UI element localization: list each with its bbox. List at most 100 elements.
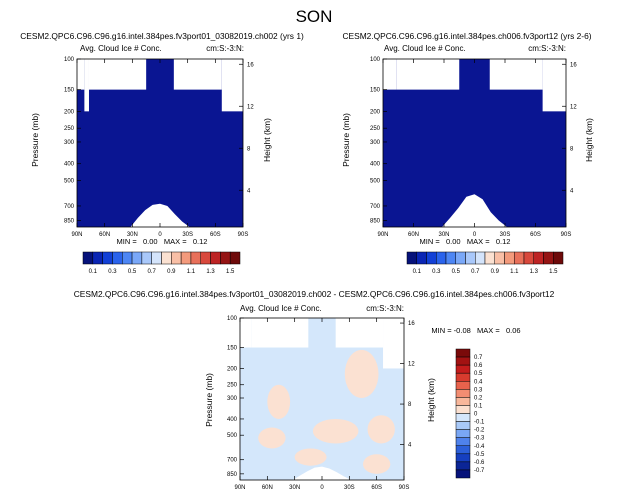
x-tick-label: 30N [289, 485, 300, 491]
colorbar-swatch [122, 251, 133, 265]
y-axis-right-label: Height (km) [262, 118, 272, 162]
colorbar-swatch [151, 251, 162, 265]
y-axis-right-label: Height (km) [426, 378, 436, 422]
y-tick-label: 200 [64, 109, 75, 115]
x-tick-label: 90N [71, 232, 82, 238]
height-tick-label: 4 [408, 443, 412, 449]
colorbar-swatch [455, 469, 471, 479]
y-tick-label: 150 [227, 346, 238, 352]
colorbar-label: 1.1 [187, 269, 196, 275]
y-tick-label: 250 [370, 126, 381, 132]
panel-control: CESM2.QPC6.C96.C96.g16.intel.384pes.fv3p… [20, 31, 304, 246]
colorbar-swatch [465, 251, 476, 265]
positive-anomaly-patch [267, 384, 291, 419]
y-tick-label: 500 [64, 179, 75, 185]
colorbar-label: 0.3 [474, 387, 483, 393]
terrain-mask [442, 194, 507, 227]
x-tick-label: 90N [234, 485, 245, 491]
positive-anomaly-patch [294, 448, 327, 466]
plot-area: 90N 60N 30N 0 30S 60S 90S 100 150 200 250 300 400 500… [64, 57, 254, 238]
colorbar-swatch [533, 251, 544, 265]
colorbar-swatch [455, 389, 471, 398]
colorbar-swatch [455, 251, 466, 265]
panel-subtitle-left: Avg. Cloud Ice # Conc. [240, 304, 322, 313]
colorbar-swatch [514, 251, 525, 265]
colorbar-swatch [406, 251, 417, 265]
y-tick-label: 850 [370, 219, 381, 225]
missing-region [542, 59, 566, 112]
panel-difference: CESM2.QPC6.C96.C96.g16.intel.384pes.fv3p… [74, 289, 555, 491]
colorbar-label: -0.6 [474, 460, 485, 466]
stats-text: MIN = 0.00 MAX = 0.12 [117, 237, 208, 246]
x-tick-label: 60S [371, 485, 382, 491]
colorbar-swatch [455, 348, 471, 358]
colorbar-swatch [455, 421, 471, 430]
colorbar-swatch [426, 251, 437, 265]
colorbar-label: 1.3 [206, 269, 215, 275]
colorbar-label: 0.9 [167, 269, 176, 275]
missing-region [84, 59, 89, 112]
height-tick-label: 4 [247, 188, 251, 194]
y-axis-label: Pressure (mb) [30, 113, 40, 167]
colorbar-swatch [229, 251, 241, 265]
y-tick-label: 150 [64, 88, 75, 94]
colorbar-swatch [436, 251, 447, 265]
y-tick-label: 100 [370, 57, 381, 63]
colorbar-swatch [504, 251, 515, 265]
colorbar-swatch [200, 251, 211, 265]
colorbar-label: 0.4 [474, 379, 483, 385]
colorbar-label: 0.5 [452, 269, 461, 275]
y-tick-label: 700 [370, 204, 381, 210]
colorbar-label: 1.5 [226, 269, 235, 275]
positive-anomaly-patch [367, 415, 395, 444]
x-tick-label: 30S [182, 232, 193, 238]
stats-text: MIN = 0.00 MAX = 0.12 [420, 237, 511, 246]
colorbar-label: 0.3 [432, 269, 441, 275]
colorbar-swatch [455, 405, 471, 414]
colorbar-swatch [455, 397, 471, 406]
x-tick-label: 30N [127, 232, 138, 238]
colorbar-swatch [220, 251, 231, 265]
colorbar-swatch [92, 251, 103, 265]
colorbar-label: 0 [474, 412, 478, 418]
height-tick-label: 4 [570, 188, 574, 194]
panel-title: CESM2.QPC6.C96.C96.g16.intel.384pes.fv3p… [74, 289, 555, 299]
colorbar-swatch [102, 251, 113, 265]
x-tick-label: 30N [438, 232, 449, 238]
colorbar-label: 0.5 [128, 269, 137, 275]
panel-title: CESM2.QPC6.C96.C96.g16.intel.384pes.fv3p… [20, 31, 304, 41]
colorbar-label: -0.2 [474, 428, 485, 434]
colorbar-swatch [475, 251, 486, 265]
x-tick-label: 90S [399, 485, 410, 491]
y-tick-label: 250 [64, 126, 75, 132]
x-tick-label: 60N [262, 485, 273, 491]
y-axis-label: Pressure (mb) [341, 113, 351, 167]
panel-title: CESM2.QPC6.C96.C96.g16.intel.384pes.ch00… [342, 31, 591, 41]
colorbar-label: -0.5 [474, 452, 485, 458]
height-tick-label: 16 [247, 62, 254, 68]
colorbar-label: 0.1 [89, 269, 98, 275]
colorbar-label: 1.5 [549, 269, 558, 275]
colorbar-swatch [543, 251, 554, 265]
colorbar-swatch [494, 251, 505, 265]
x-tick-label: 0 [473, 232, 477, 238]
stats-text: MIN = -0.08 MAX = 0.06 [431, 326, 520, 335]
colorbar-label: 0.1 [474, 403, 483, 409]
x-tick-label: 60S [530, 232, 541, 238]
colorbar-swatch [141, 251, 152, 265]
x-tick-label: 30S [500, 232, 511, 238]
missing-region [221, 59, 243, 112]
colorbar-difference: 0.7 0.6 0.5 0.4 0.3 0.2 0.1 0 -0.1 -0.2 -0.3 -0.4 -0… [455, 348, 485, 479]
colorbar-swatch [455, 381, 471, 390]
y-tick-label: 700 [64, 204, 75, 210]
y-tick-label: 500 [370, 179, 381, 185]
height-tick-label: 16 [570, 62, 577, 68]
y-tick-label: 300 [227, 396, 238, 402]
colorbar-label: 0.7 [474, 355, 483, 361]
height-tick-label: 12 [408, 362, 415, 368]
x-tick-label: 60N [408, 232, 419, 238]
colorbar-label: 0.5 [474, 371, 483, 377]
missing-region [88, 59, 147, 90]
colorbar-label: -0.3 [474, 436, 485, 442]
